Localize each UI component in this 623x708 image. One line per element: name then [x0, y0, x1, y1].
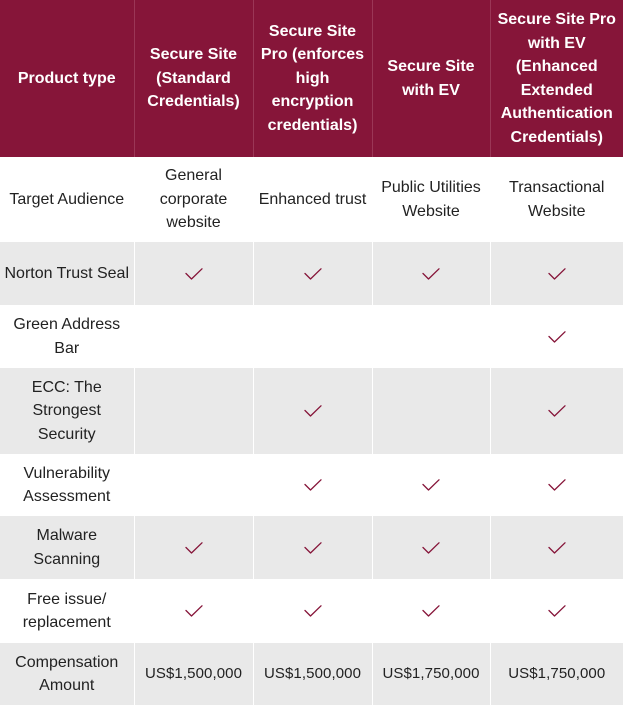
header-secure-site-pro-ev: Secure Site Pro with EV (Enhanced Extend… [489, 0, 623, 157]
row-label-free-issue-replacement: Free issue/ replacement [0, 579, 134, 643]
feature-cell [371, 454, 490, 516]
feature-cell [489, 579, 623, 643]
feature-cell [371, 242, 490, 305]
feature-cell [371, 305, 490, 368]
target-audience-value: General corporate website [133, 157, 253, 242]
feature-cell [252, 242, 372, 305]
table-body: Target Audience General corporate websit… [0, 157, 623, 705]
table-header: Product type Secure Site (Standard Crede… [0, 0, 623, 157]
feature-cell [489, 454, 623, 516]
feature-cell [133, 242, 253, 305]
check-icon [548, 330, 566, 343]
header-product-type: Product type [0, 0, 134, 157]
row-label-malware-scanning: Malware Scanning [0, 516, 134, 579]
row-label-vulnerability-assessment: Vulnerability Assessment [0, 454, 134, 516]
feature-cell [252, 516, 372, 579]
row-label-compensation-amount: Compensation Amount [0, 643, 134, 705]
feature-cell [489, 242, 623, 305]
header-secure-site-ev: Secure Site with EV [371, 0, 490, 157]
feature-cell [252, 454, 372, 516]
row-label-ecc: ECC: The Strongest Security [0, 368, 134, 454]
compensation-value: US$1,750,000 [489, 643, 623, 705]
row-label-norton-trust-seal: Norton Trust Seal [0, 242, 134, 305]
feature-cell [252, 579, 372, 643]
check-icon [548, 405, 566, 417]
feature-cell [371, 579, 490, 643]
check-icon [303, 605, 322, 617]
feature-cell [133, 368, 253, 454]
table-row: Vulnerability Assessment [0, 454, 623, 516]
check-icon [548, 479, 566, 491]
table-row: ECC: The Strongest Security [0, 368, 623, 454]
table-row: Compensation Amount US$1,500,000 US$1,50… [0, 643, 623, 705]
check-icon [548, 605, 566, 617]
target-audience-value: Enhanced trust [252, 157, 372, 242]
target-audience-value: Public Utilities Website [371, 157, 490, 242]
table-row: Malware Scanning [0, 516, 623, 579]
check-icon [422, 605, 440, 617]
feature-cell [133, 305, 253, 368]
check-icon [548, 267, 566, 280]
feature-cell [252, 305, 372, 368]
header-secure-site: Secure Site (Standard Credentials) [133, 0, 253, 157]
feature-cell [489, 516, 623, 579]
target-audience-value: Transactional Website [489, 157, 623, 242]
check-icon [422, 479, 440, 491]
feature-cell [489, 305, 623, 368]
header-secure-site-pro: Secure Site Pro (enforces high encryptio… [252, 0, 372, 157]
feature-cell [133, 579, 253, 643]
compensation-value: US$1,500,000 [133, 643, 253, 705]
header-row: Product type Secure Site (Standard Crede… [0, 0, 623, 157]
check-icon [184, 267, 203, 280]
table-row: Norton Trust Seal [0, 242, 623, 305]
compensation-value: US$1,500,000 [252, 643, 372, 705]
check-icon [422, 541, 440, 554]
feature-cell [371, 516, 490, 579]
table-row: Free issue/ replacement [0, 579, 623, 643]
table-row: Green Address Bar [0, 305, 623, 368]
feature-cell [489, 368, 623, 454]
row-label-target-audience: Target Audience [0, 157, 134, 242]
compensation-value: US$1,750,000 [371, 643, 490, 705]
feature-cell [371, 368, 490, 454]
check-icon [303, 267, 322, 280]
feature-cell [133, 454, 253, 516]
check-icon [303, 541, 322, 554]
check-icon [303, 405, 322, 417]
check-icon [303, 479, 322, 491]
check-icon [184, 541, 203, 554]
table-row: Target Audience General corporate websit… [0, 157, 623, 242]
row-label-green-address-bar: Green Address Bar [0, 305, 134, 368]
check-icon [422, 267, 440, 280]
check-icon [548, 541, 566, 554]
feature-cell [252, 368, 372, 454]
feature-cell [133, 516, 253, 579]
check-icon [184, 605, 203, 617]
